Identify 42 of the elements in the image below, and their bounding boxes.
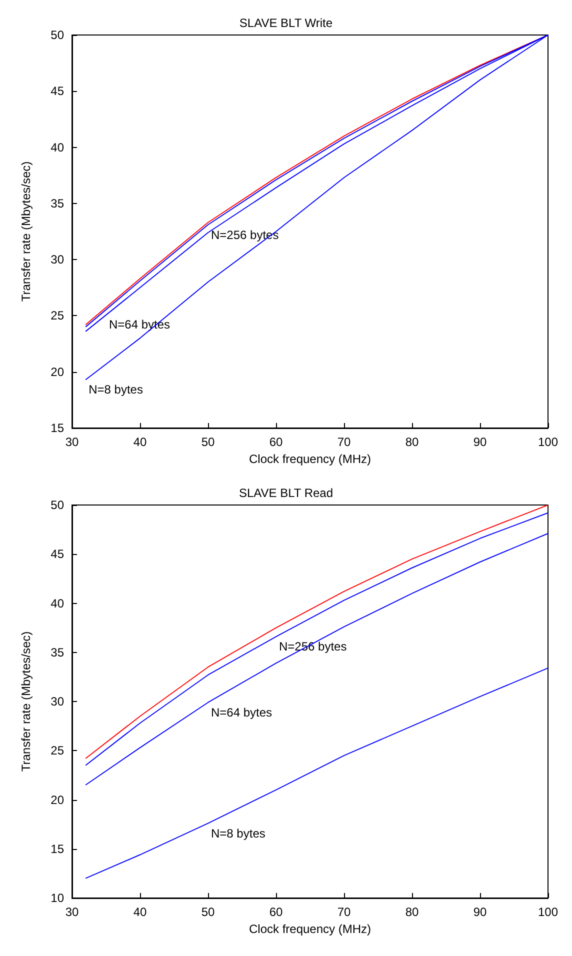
- y-tick-label: 30: [50, 694, 64, 708]
- x-tick-label: 70: [337, 435, 351, 449]
- x-tick-label: 80: [405, 435, 419, 449]
- y-tick-label: 50: [50, 498, 64, 512]
- x-tick-label: 40: [133, 435, 147, 449]
- y-tick-label: 25: [50, 744, 64, 758]
- y-axis-title: Transfer rate (Mbytes/sec): [19, 161, 33, 302]
- x-tick-label: 30: [65, 905, 79, 919]
- x-tick-label: 90: [473, 905, 487, 919]
- y-tick-label: 25: [50, 308, 64, 323]
- x-tick-label: 70: [337, 905, 351, 919]
- y-tick-label: 15: [50, 842, 64, 856]
- y-tick-label: 50: [50, 28, 64, 42]
- annotation: N=64 bytes: [211, 705, 272, 720]
- y-tick-label: 35: [50, 196, 64, 210]
- x-tick-label: 60: [269, 905, 283, 919]
- x-tick-label: 30: [65, 435, 79, 449]
- x-tick-label: 80: [405, 905, 419, 919]
- x-tick-label: 50: [201, 905, 215, 919]
- chart-title: SLAVE BLT Read: [238, 486, 334, 500]
- x-axis-title: Clock frequency (MHz): [248, 922, 372, 936]
- y-tick-label: 15: [50, 421, 64, 435]
- annotation: N=8 bytes: [211, 826, 266, 840]
- x-tick-label: 90: [473, 435, 487, 449]
- y-tick-label: 35: [50, 645, 64, 660]
- y-axis-title: Transfer rate (Mbytes/sec): [19, 631, 33, 772]
- x-tick-label: 50: [201, 435, 215, 449]
- chart-title: SLAVE BLT Write: [239, 16, 333, 30]
- x-tick-label: 100: [538, 905, 558, 919]
- y-tick-label: 40: [50, 596, 64, 610]
- annotation: N=8 bytes: [88, 382, 143, 397]
- y-tick-label: 10: [50, 891, 64, 905]
- x-tick-label: 100: [538, 435, 558, 449]
- y-tick-label: 20: [50, 364, 64, 379]
- x-tick-label: 40: [133, 905, 147, 919]
- y-tick-label: 20: [50, 792, 64, 807]
- y-tick-label: 30: [50, 252, 64, 267]
- y-tick-label: 40: [50, 140, 64, 154]
- y-tick-label: 45: [50, 84, 64, 98]
- y-tick-label: 45: [50, 547, 64, 562]
- x-tick-label: 60: [269, 435, 283, 449]
- x-axis-title: Clock frequency (MHz): [248, 452, 372, 466]
